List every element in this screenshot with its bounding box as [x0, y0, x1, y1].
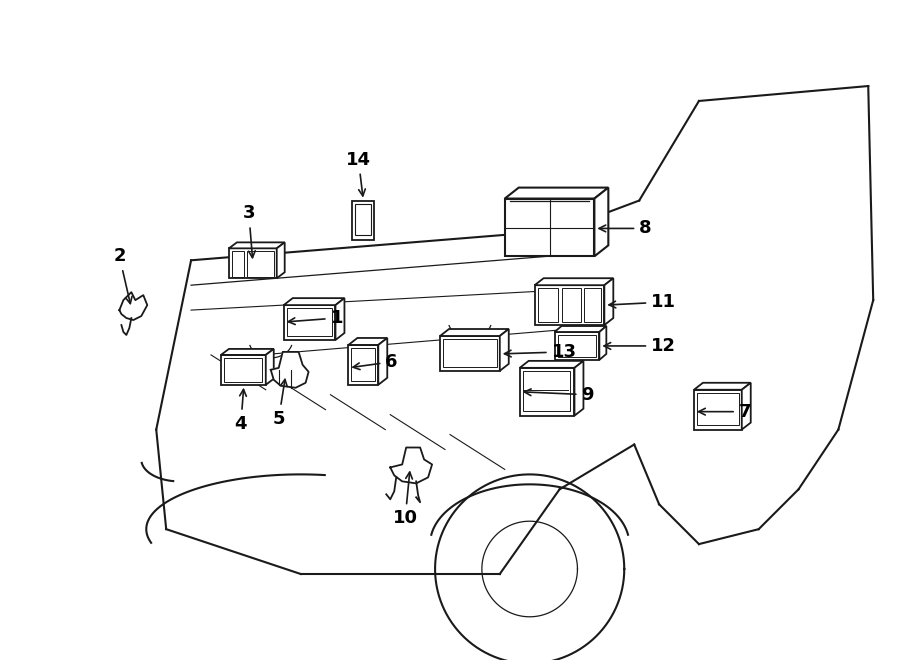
Text: 7: 7: [698, 403, 751, 420]
Text: 8: 8: [599, 219, 652, 237]
Text: 9: 9: [525, 386, 594, 404]
Bar: [224, 358, 262, 382]
Polygon shape: [742, 383, 751, 430]
Polygon shape: [594, 188, 608, 256]
Polygon shape: [500, 329, 508, 371]
Text: 4: 4: [235, 389, 248, 433]
Polygon shape: [574, 361, 583, 416]
Polygon shape: [378, 338, 387, 385]
Polygon shape: [599, 326, 607, 360]
Text: 2: 2: [113, 247, 132, 303]
Text: 12: 12: [604, 337, 676, 355]
Polygon shape: [221, 349, 274, 355]
Bar: [554, 332, 599, 360]
Polygon shape: [266, 349, 274, 385]
Polygon shape: [120, 292, 148, 320]
Bar: [232, 251, 244, 277]
Polygon shape: [391, 447, 432, 483]
Bar: [356, 204, 372, 235]
Text: 5: 5: [273, 379, 287, 428]
Polygon shape: [604, 278, 613, 325]
Bar: [353, 200, 374, 241]
Text: 1: 1: [288, 309, 343, 327]
Polygon shape: [505, 188, 608, 198]
Bar: [694, 390, 742, 430]
Bar: [348, 345, 378, 385]
Text: 3: 3: [243, 204, 256, 258]
Polygon shape: [535, 278, 613, 285]
Bar: [287, 308, 332, 336]
Bar: [557, 335, 597, 357]
Bar: [562, 288, 581, 322]
Bar: [229, 249, 276, 278]
Polygon shape: [440, 329, 508, 336]
Bar: [535, 285, 604, 325]
Bar: [523, 371, 571, 410]
Bar: [537, 288, 557, 322]
Polygon shape: [554, 326, 607, 332]
Bar: [351, 348, 375, 381]
Polygon shape: [276, 243, 284, 278]
Text: 10: 10: [392, 472, 418, 527]
Bar: [584, 288, 601, 322]
Polygon shape: [336, 298, 345, 340]
Polygon shape: [519, 361, 583, 368]
Text: 11: 11: [609, 293, 676, 311]
Bar: [284, 305, 336, 340]
Bar: [221, 355, 266, 385]
Text: 6: 6: [353, 353, 398, 371]
Bar: [443, 339, 497, 367]
Bar: [519, 368, 574, 416]
Bar: [440, 336, 500, 371]
Text: 14: 14: [346, 151, 371, 196]
Polygon shape: [271, 352, 309, 388]
Polygon shape: [284, 298, 345, 305]
Bar: [697, 393, 739, 424]
Polygon shape: [694, 383, 751, 390]
Bar: [247, 251, 274, 277]
Polygon shape: [348, 338, 387, 345]
Text: 13: 13: [504, 343, 577, 361]
Bar: [505, 198, 594, 256]
Polygon shape: [229, 243, 284, 249]
